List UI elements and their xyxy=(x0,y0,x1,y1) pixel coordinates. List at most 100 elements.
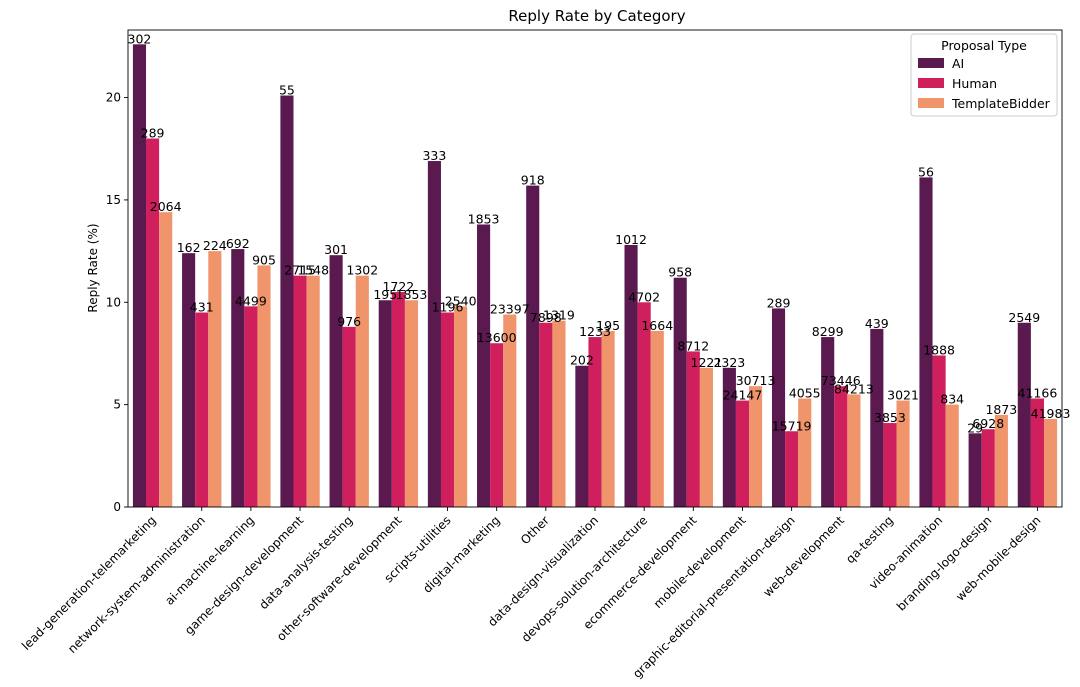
bar-human-12 xyxy=(735,400,750,507)
bar-templatebidder-0 xyxy=(159,212,173,507)
y-tick-label: 0 xyxy=(113,500,121,514)
bar-label-human-7: 13600 xyxy=(477,330,517,345)
x-tick-label: qa-testing xyxy=(843,513,896,566)
bar-label-ai-3: 55 xyxy=(279,83,295,98)
legend-frame xyxy=(910,33,1058,117)
bar-ai-11 xyxy=(673,277,687,507)
y-tick-label: 10 xyxy=(106,295,121,309)
bar-label-ai-10: 1012 xyxy=(615,232,647,247)
bar-human-9 xyxy=(588,337,602,507)
bar-human-10 xyxy=(637,302,651,507)
bar-templatebidder-3 xyxy=(306,275,320,507)
bar-label-templatebidder-16: 834 xyxy=(940,392,964,407)
bar-ai-1 xyxy=(182,253,196,507)
bar-label-templatebidder-0: 2064 xyxy=(150,199,182,214)
bar-label-ai-15: 439 xyxy=(865,316,889,331)
bar-human-11 xyxy=(686,351,700,507)
bar-label-ai-18: 2549 xyxy=(1008,310,1040,325)
bar-templatebidder-12 xyxy=(749,386,763,507)
bar-label-ai-11: 958 xyxy=(668,265,692,280)
y-tick-label: 15 xyxy=(106,193,121,207)
bar-label-ai-6: 333 xyxy=(422,148,446,163)
x-tick-label: Other xyxy=(518,513,552,547)
bar-templatebidder-9 xyxy=(601,330,615,507)
bar-label-ai-2: 692 xyxy=(226,236,250,251)
x-tick-label: data-analysis-testing xyxy=(256,513,355,612)
bar-label-ai-14: 8299 xyxy=(812,324,844,339)
bar-label-human-18: 41166 xyxy=(1018,386,1058,401)
bar-label-templatebidder-9: 195 xyxy=(596,318,620,333)
bar-ai-12 xyxy=(722,367,736,507)
bar-human-0 xyxy=(146,138,160,507)
bar-label-ai-0: 302 xyxy=(128,31,152,46)
bar-label-human-15: 3853 xyxy=(874,410,906,425)
bar-label-human-14: 73446 xyxy=(821,373,861,388)
bar-ai-14 xyxy=(821,337,835,507)
legend-label-ai: AI xyxy=(952,56,964,71)
bar-templatebidder-7 xyxy=(503,314,517,507)
legend-label-templatebidder: TemplateBidder xyxy=(951,96,1051,111)
bar-label-ai-4: 301 xyxy=(324,242,348,257)
bar-templatebidder-8 xyxy=(552,320,566,507)
legend-items: AI Human TemplateBidder xyxy=(918,56,1051,111)
bar-templatebidder-4 xyxy=(355,275,369,507)
bar-label-templatebidder-8: 1319 xyxy=(543,308,575,323)
bar-label-human-2: 4499 xyxy=(235,293,267,308)
bar-label-templatebidder-2: 905 xyxy=(252,252,276,267)
bar-label-human-12: 24147 xyxy=(723,388,763,403)
bar-label-human-3: 2715 xyxy=(284,263,316,278)
bar-human-7 xyxy=(490,343,504,507)
bar-templatebidder-11 xyxy=(699,367,713,507)
x-tick-label: ai-machine-learning xyxy=(162,513,257,608)
bar-ai-8 xyxy=(526,185,540,507)
bar-templatebidder-2 xyxy=(257,265,271,507)
bar-ai-6 xyxy=(427,161,441,507)
bar-label-ai-9: 202 xyxy=(570,353,594,368)
bar-human-14 xyxy=(834,386,848,507)
bar-templatebidder-17 xyxy=(994,414,1008,507)
bar-templatebidder-1 xyxy=(208,251,222,507)
bar-human-18 xyxy=(1030,398,1044,507)
bar-human-15 xyxy=(883,423,897,507)
bar-human-13 xyxy=(785,431,799,507)
bar-ai-5 xyxy=(378,300,392,507)
bar-label-human-1: 431 xyxy=(190,300,214,315)
legend-title: Proposal Type xyxy=(941,38,1027,53)
bar-templatebidder-14 xyxy=(847,394,861,507)
bar-label-human-17: 6928 xyxy=(972,416,1004,431)
y-tick-label: 5 xyxy=(113,398,121,412)
bar-label-human-8: 7898 xyxy=(530,310,562,325)
bar-templatebidder-13 xyxy=(798,398,812,507)
bar-label-ai-8: 918 xyxy=(521,173,545,188)
bar-label-human-6: 1196 xyxy=(432,300,464,315)
bar-label-ai-7: 1853 xyxy=(468,211,500,226)
bar-label-human-5: 1722 xyxy=(382,279,414,294)
bar-human-2 xyxy=(244,306,258,507)
bar-templatebidder-16 xyxy=(945,404,959,507)
bar-ai-7 xyxy=(477,224,491,508)
bar-human-8 xyxy=(539,322,553,507)
bar-label-human-16: 1888 xyxy=(923,343,955,358)
y-tick-label: 20 xyxy=(106,91,121,105)
bar-ai-2 xyxy=(231,249,245,508)
bar-label-templatebidder-11: 1221 xyxy=(691,355,723,370)
bar-templatebidder-15 xyxy=(896,400,910,507)
bar-ai-16 xyxy=(919,177,933,507)
bar-label-templatebidder-1: 224 xyxy=(203,238,227,253)
bar-ai-17 xyxy=(968,433,982,507)
bar-ai-3 xyxy=(280,95,294,507)
bar-label-templatebidder-7: 23397 xyxy=(490,302,530,317)
bar-human-6 xyxy=(440,312,455,507)
bar-label-ai-1: 162 xyxy=(177,240,201,255)
bar-templatebidder-10 xyxy=(650,330,664,507)
bar-label-templatebidder-17: 1873 xyxy=(985,402,1017,417)
bar-ai-9 xyxy=(575,365,589,507)
bar-human-3 xyxy=(293,275,307,507)
bar-ai-10 xyxy=(624,244,638,507)
bar-ai-13 xyxy=(771,308,786,507)
bar-human-5 xyxy=(391,292,405,507)
bar-templatebidder-18 xyxy=(1043,418,1058,507)
bar-label-templatebidder-5: 1853 xyxy=(396,287,428,302)
x-tick-label: web-mobile-design xyxy=(953,513,1043,603)
